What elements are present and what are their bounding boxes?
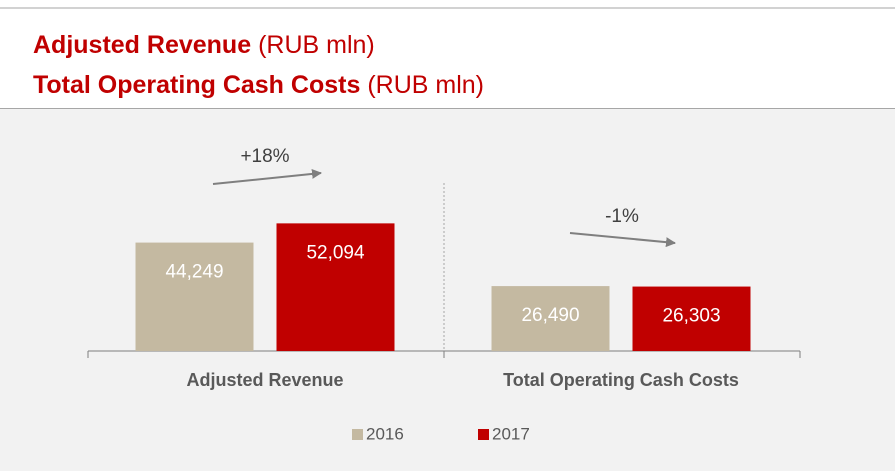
- value-label: 44,249: [165, 262, 223, 283]
- legend-swatch: [478, 429, 489, 440]
- title-line: Total Operating Cash Costs (RUB mln): [33, 71, 484, 99]
- bar: [135, 242, 254, 351]
- annotation: +18%: [240, 146, 289, 167]
- bar: [632, 286, 751, 351]
- value-label: 26,303: [662, 306, 720, 327]
- title-line: Adjusted Revenue (RUB mln): [33, 31, 375, 59]
- title-bold: Adjusted Revenue: [33, 31, 251, 59]
- title-unit: (RUB mln): [367, 71, 484, 99]
- legend-label: 2017: [492, 424, 530, 443]
- bar: [491, 286, 610, 351]
- trend-arrow: [569, 232, 676, 248]
- x-tick-label: Total Operating Cash Costs: [503, 370, 739, 390]
- trend-arrow: [212, 168, 322, 185]
- value-label: 26,490: [521, 305, 579, 326]
- value-label: 52,094: [306, 242, 365, 263]
- legend-swatch: [352, 429, 363, 440]
- title-unit: (RUB mln): [258, 31, 375, 59]
- x-tick-label: Adjusted Revenue: [186, 370, 343, 390]
- annotation: -1%: [605, 206, 639, 227]
- legend-label: 2016: [366, 424, 404, 443]
- title-bold: Total Operating Cash Costs: [33, 71, 360, 99]
- chart-panel: [0, 109, 895, 471]
- bar: [276, 223, 395, 351]
